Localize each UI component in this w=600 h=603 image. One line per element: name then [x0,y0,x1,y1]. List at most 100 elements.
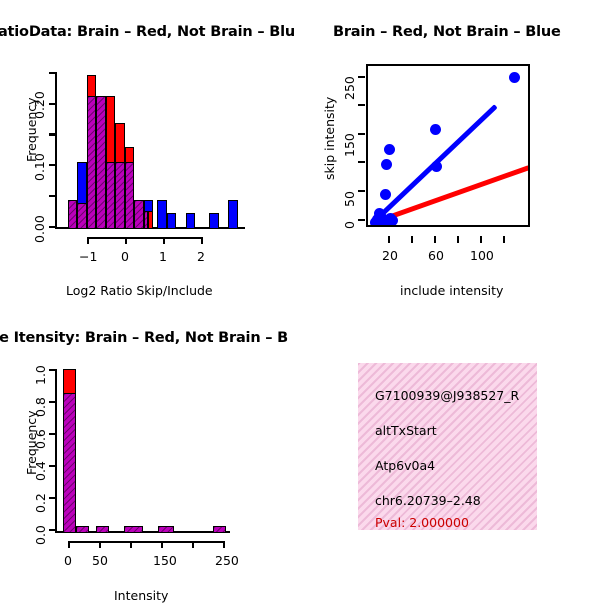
intensity-y-tick-06 [49,432,55,435]
ratio-histogram-panel: RatioData: Brain – Red, Not Brain – Blu … [0,0,300,310]
intensity-x-tick-label-250: 250 [215,553,239,568]
info-pval: Pval: 2.000000 [375,515,469,530]
intensity-y-tick-label-04: 0.4 [33,461,48,481]
bar-overlap [134,200,144,229]
intensity-y-tick-label-06: 0.6 [33,429,48,449]
scatter-y-tick-label-150: 150 [342,133,357,157]
ratio-x-tick-1 [162,237,165,244]
scatter-point [380,189,391,200]
scatter-y-tick-label-50: 50 [342,191,357,207]
scatter-point [387,215,398,225]
scatter-x-tick-80 [457,236,460,243]
bar-overlap [96,526,109,533]
bar-blue [228,200,238,229]
ratio-y-tick-2 [49,164,55,167]
bar-overlap [115,161,125,229]
bar-overlap [96,96,106,229]
bar-blue [166,212,176,229]
event-info-box: G7100939@J938527_R altTxStart Atp6v0a4 c… [358,363,537,530]
bar-overlap [124,161,134,229]
ratio-x-tick-label-2: 2 [197,249,205,264]
intensity-y-tick-label-10: 1.0 [33,365,48,385]
bar-blue [209,212,219,229]
intensity-x-tick-50 [99,541,102,548]
scatter-y-tick-150 [358,132,365,135]
intensity-histogram-xlabel: Intensity [114,588,169,603]
intensity-x-tick-200 [192,541,195,548]
ratio-y-tick-1 [49,195,55,198]
bar-overlap [124,526,143,533]
ratio-x-tick-2 [200,237,203,244]
bar-overlap [63,393,76,533]
scatter-y-tick-50 [358,189,365,193]
intensity-y-tick-label-02: 0.2 [33,493,48,513]
scatter-x-tick-label-60: 60 [428,248,444,263]
intensity-y-tick-02 [49,496,55,499]
scatter-xlabel: include intensity [400,283,504,298]
scatter-y-tick-0 [358,218,365,221]
scatter-x-tick-20 [388,236,391,243]
ratio-histogram-title: RatioData: Brain – Red, Not Brain – Blu [0,24,296,40]
intensity-x-tick-label-150: 150 [153,553,177,568]
ratio-y-tick-4 [49,102,55,105]
intensity-histogram-panel: ne Itensity: Brain – Red, Not Brain – B … [0,310,300,603]
bar-overlap [76,526,89,533]
intensity-y-tick-label-08: 0.8 [33,397,48,417]
ratio-y-tick-3 [49,133,55,136]
scatter-y-tick-100 [358,161,365,164]
info-event-type: altTxStart [375,423,437,438]
info-coordinates: chr6.20739–2.48 [375,493,481,508]
intensity-histogram-title: ne Itensity: Brain – Red, Not Brain – B [0,330,289,346]
scatter-point [509,72,520,83]
bar-overlap [143,211,149,229]
scatter-ylabel: skip intensity [322,96,337,180]
bar-overlap [213,526,226,533]
ratio-histogram-xlabel: Log2 Ratio Skip/Include [66,283,213,298]
intensity-y-axis [55,369,58,531]
intensity-x-tick-label-50: 50 [92,553,108,568]
intensity-y-tick-10 [49,368,55,371]
intensity-x-tick-250 [223,541,226,548]
ratio-y-tick-label-4: 0.20 [32,91,47,119]
bar-overlap [77,203,87,229]
info-probe-id: G7100939@J938527_R [375,388,520,403]
ratio-y-tick-label-2: 0.10 [32,153,47,181]
scatter-point [430,124,441,135]
scatter-y-tick-250 [358,75,365,78]
ratio-x-tick-label-0: 0 [121,249,129,264]
ratio-y-tick-5 [49,71,55,74]
bar-blue [157,200,167,229]
scatter-x-tick-120 [503,236,506,243]
ratio-y-tick-0 [49,225,55,228]
bar-overlap [105,161,115,229]
intensity-y-tick-label-0: 0.0 [33,525,48,545]
scatter-y-tick-200 [358,104,365,107]
ratio-x-tick-label-1: 1 [159,249,167,264]
intensity-y-tick-08 [49,400,55,403]
ratio-x-tick-label-neg1: −1 [79,249,98,264]
intensity-y-tick-0 [49,528,55,531]
ratio-histogram-y-axis [55,72,58,227]
scatter-title: Brain – Red, Not Brain – Blue [333,24,561,40]
intensity-x-tick-rail [68,541,225,544]
scatter-x-tick-label-20: 20 [382,248,398,263]
ratio-x-tick-rail [86,237,203,240]
intensity-y-tick-04 [49,464,55,467]
scatter-panel: Brain – Red, Not Brain – Blue skip inten… [300,0,600,310]
bar-overlap [86,96,96,229]
bar-blue [185,212,195,229]
bar-overlap [158,526,174,533]
scatter-x-tick-60 [434,236,437,243]
bar-red [148,211,153,229]
scatter-point [431,161,442,172]
bar-overlap [67,200,77,229]
scatter-point [384,144,395,155]
intensity-x-tick-label-0: 0 [64,553,72,568]
ratio-x-tick-0 [124,237,127,244]
intensity-x-tick-150 [161,541,164,548]
scatter-point [381,159,392,170]
scatter-y-tick-label-250: 250 [342,76,357,100]
scatter-plot-frame [366,64,530,227]
intensity-x-tick-0 [68,541,71,548]
ratio-x-tick-neg1 [86,237,89,244]
